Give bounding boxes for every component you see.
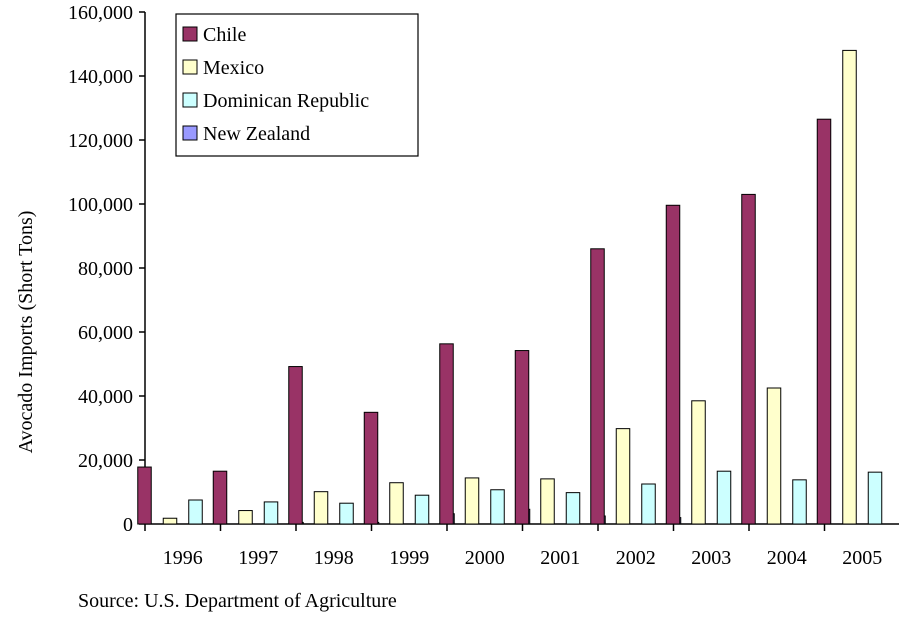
bar-chile-2002 (590, 248, 605, 525)
bar-mexico-1999 (389, 482, 404, 525)
bar-dominican-republic-2005 (867, 471, 883, 525)
bar-chile-2000 (439, 343, 454, 525)
legend-label: Chile (203, 24, 246, 46)
bar-dominican-republic-2001 (565, 492, 581, 525)
x-tick-label: 1998 (314, 547, 354, 569)
bar-mexico-1998 (313, 491, 329, 525)
x-tick-label: 2005 (842, 547, 882, 569)
bar-dominican-republic-1998 (339, 502, 354, 525)
bar-dominican-republic-1997 (263, 501, 279, 525)
legend-label: Mexico (203, 57, 264, 79)
y-tick-label: 60,000 (78, 322, 133, 344)
avocado-imports-chart: Avocado Imports (Short Tons) 0 20,000 40,0… (15, 2, 899, 569)
bar-chile-2003 (665, 204, 681, 525)
y-tick-label: 80,000 (78, 258, 133, 280)
y-tick-label: 20,000 (78, 450, 133, 472)
legend-swatch (182, 59, 198, 75)
y-tick-label: 100,000 (68, 194, 133, 216)
legend-label: New Zealand (203, 123, 310, 145)
x-tick-label: 2002 (616, 547, 656, 569)
x-tick-label: 2000 (465, 547, 505, 569)
bar-mexico-2002 (615, 428, 631, 525)
legend-swatch (182, 26, 198, 42)
legend-label: Dominican Republic (203, 90, 369, 112)
bar-mexico-2000 (464, 477, 480, 525)
y-tick-label: 140,000 (68, 66, 133, 88)
bar-mexico-1996 (162, 517, 178, 525)
bar-dominican-republic-2004 (792, 479, 807, 525)
bar-chile-1999 (363, 411, 379, 525)
bar-mexico-2004 (766, 387, 782, 525)
bar-mexico-2005 (842, 49, 857, 525)
bar-chile-2004 (741, 193, 756, 525)
x-tick-label: 1997 (238, 547, 278, 569)
bar-chile-1997 (212, 470, 228, 525)
bar-dominican-republic-2000 (490, 489, 505, 525)
bar-dominican-republic-2002 (641, 483, 656, 525)
bar-chile-1998 (288, 366, 303, 525)
bar-chile-2001 (514, 350, 530, 525)
bar-dominican-republic-1996 (188, 499, 203, 525)
x-tick-label: 2003 (691, 547, 731, 569)
x-tick-label: 2001 (540, 547, 580, 569)
x-tick-label: 1999 (389, 547, 429, 569)
y-axis-title: Avocado Imports (Short Tons) (15, 211, 37, 454)
bar-chile-2005 (816, 118, 832, 525)
x-tick-label: 1996 (163, 547, 203, 569)
y-tick-label: 40,000 (78, 386, 133, 408)
bar-mexico-2003 (691, 400, 706, 525)
bar-mexico-2001 (540, 478, 555, 525)
bar-dominican-republic-2003 (716, 470, 732, 525)
x-tick-label: 2004 (767, 547, 807, 569)
bar-mexico-1997 (238, 510, 253, 525)
bar-dominican-republic-1999 (414, 494, 430, 525)
bar-chile-1996 (137, 466, 152, 525)
y-tick-label: 120,000 (68, 130, 133, 152)
y-tick-label: 0 (123, 514, 133, 536)
legend-swatch (182, 125, 198, 141)
legend-box (175, 13, 419, 157)
source-note: Source: U.S. Department of Agriculture (78, 590, 397, 612)
legend-swatch (182, 92, 198, 108)
y-tick-label: 160,000 (68, 2, 133, 24)
